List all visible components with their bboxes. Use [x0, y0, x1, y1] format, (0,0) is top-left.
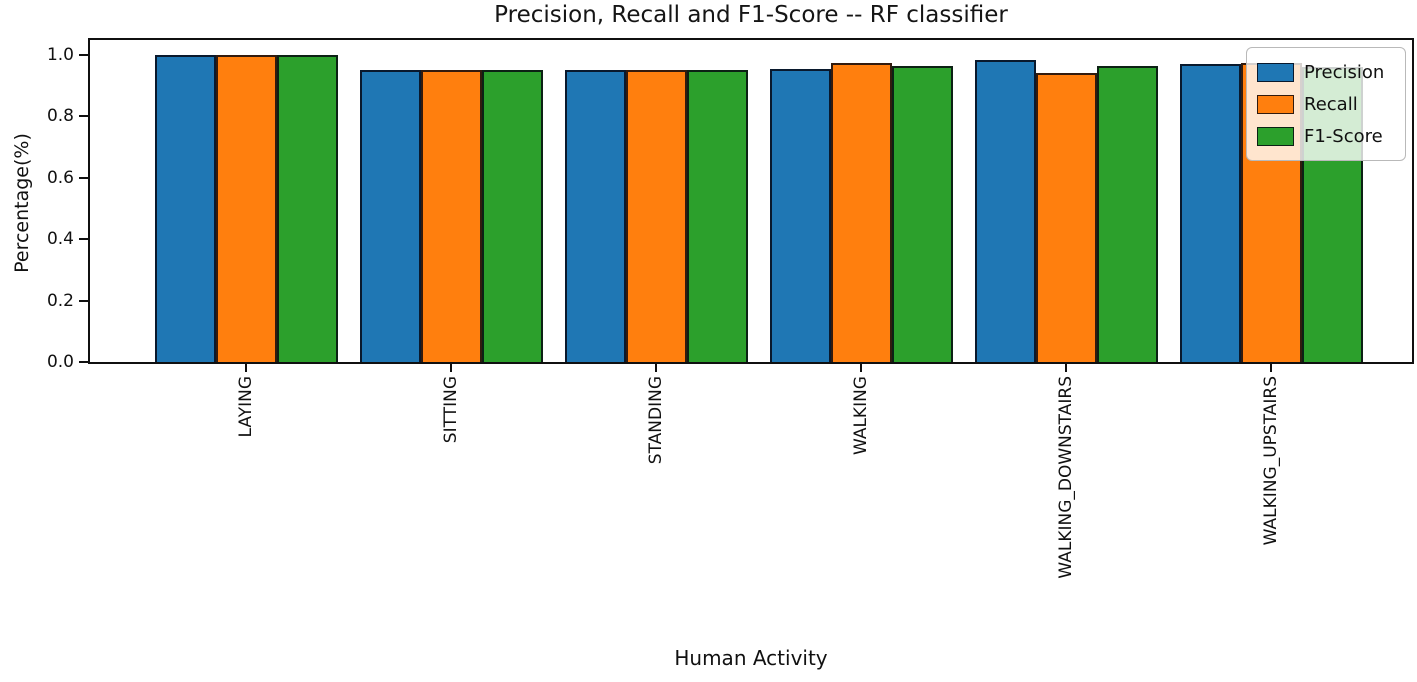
x-tick-mark — [860, 364, 862, 372]
bar-group-standing — [564, 70, 748, 362]
legend-swatch-icon — [1257, 94, 1294, 114]
bar-precision-walking_upstairs — [1179, 64, 1241, 362]
x-axis-label: Human Activity — [674, 646, 828, 670]
bar-recall-walking — [830, 63, 892, 362]
bar-f1-score-walking — [891, 66, 953, 362]
plot-area — [88, 38, 1414, 364]
bar-recall-walking_downstairs — [1035, 73, 1097, 362]
x-tick-label-standing: STANDING — [646, 376, 666, 465]
bar-precision-walking — [769, 69, 831, 362]
y-tick-label: 0.2 — [46, 290, 74, 311]
x-tick-mark — [1065, 364, 1067, 372]
bar-precision-walking_downstairs — [974, 60, 1036, 362]
legend-swatch-icon — [1257, 126, 1294, 146]
legend-item-recall: Recall — [1257, 88, 1395, 120]
legend-item-f1-score: F1-Score — [1257, 120, 1395, 152]
legend: Precision Recall F1-Score — [1246, 47, 1406, 161]
x-tick-label-sitting: SITTING — [441, 376, 461, 444]
y-tick-label: 0.8 — [46, 106, 74, 127]
bar-precision-sitting — [359, 70, 421, 362]
y-tick-mark — [79, 238, 88, 241]
bar-group-sitting — [359, 70, 543, 362]
bars-layer — [90, 40, 1412, 362]
bar-precision-laying — [154, 55, 216, 362]
bar-f1-score-standing — [686, 70, 748, 362]
bar-f1-score-sitting — [481, 70, 543, 362]
legend-label: Precision — [1304, 61, 1385, 83]
bar-f1-score-laying — [276, 55, 338, 362]
legend-label: F1-Score — [1304, 125, 1383, 147]
y-tick-label: 0.6 — [46, 167, 74, 188]
y-tick-label: 0.4 — [46, 229, 74, 250]
x-tick-mark — [450, 364, 452, 372]
bar-group-walking_downstairs — [974, 60, 1158, 362]
y-tick-mark — [79, 299, 88, 302]
bar-group-walking — [769, 63, 953, 362]
legend-item-precision: Precision — [1257, 56, 1395, 88]
bar-recall-sitting — [420, 70, 482, 362]
y-tick-mark — [79, 361, 88, 363]
chart-title: Precision, Recall and F1-Score -- RF cla… — [494, 2, 1008, 28]
y-tick-mark — [79, 115, 88, 118]
y-tick-label: 1.0 — [46, 45, 74, 65]
bar-recall-standing — [625, 70, 687, 362]
x-tick-label-walking_downstairs: WALKING_DOWNSTAIRS — [1056, 376, 1076, 579]
x-tick-mark — [1270, 364, 1272, 372]
y-tick-mark — [79, 54, 88, 56]
x-tick-label-walking: WALKING — [851, 376, 871, 456]
bar-group-laying — [154, 55, 338, 362]
bar-f1-score-walking_downstairs — [1096, 66, 1158, 362]
y-axis-label: Percentage(%) — [11, 133, 33, 273]
x-tick-label-laying: LAYING — [236, 376, 256, 438]
x-tick-label-walking_upstairs: WALKING_UPSTAIRS — [1261, 376, 1281, 546]
bar-precision-standing — [564, 70, 626, 362]
legend-label: Recall — [1304, 93, 1358, 115]
x-tick-mark — [655, 364, 657, 372]
legend-swatch-icon — [1257, 62, 1294, 82]
bar-recall-laying — [215, 55, 277, 362]
x-tick-mark — [245, 364, 247, 372]
y-tick-label: 0.0 — [46, 352, 74, 372]
y-tick-mark — [79, 176, 88, 179]
